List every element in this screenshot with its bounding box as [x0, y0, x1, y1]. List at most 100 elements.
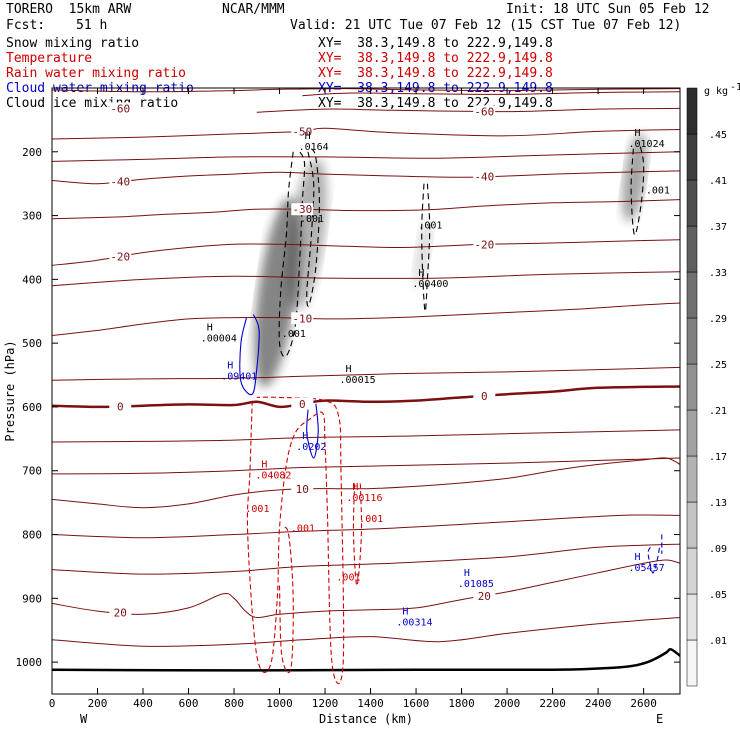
x-tick-label: 600: [179, 697, 199, 710]
colorbar-units: g kg: [704, 86, 728, 97]
temperature-contour: [52, 429, 680, 443]
y-tick-label: 200: [22, 146, 42, 159]
temperature-contour-label: 20: [478, 590, 491, 603]
snow-shading-blob: [621, 133, 648, 222]
contour-label-bg: [473, 105, 496, 118]
temperature-contour-labeled: [52, 88, 680, 93]
colorbar-label: .41: [709, 176, 727, 187]
y-tick-label: 700: [22, 465, 42, 478]
temperature-contour-labeled: [52, 385, 680, 409]
high-marker: H: [261, 460, 267, 471]
field-xy-range: XY= 38.3,149.8 to 222.9,149.8: [318, 36, 553, 51]
colorbar-bin: [686, 409, 698, 457]
contour-label-bg: [291, 397, 314, 410]
temperature-contour-label: -20: [474, 238, 494, 251]
y-tick-label: 500: [22, 337, 42, 350]
colorbar-bin: [686, 179, 698, 227]
y-tick-label: 900: [22, 592, 42, 605]
high-marker-value: .04082: [255, 471, 291, 482]
x-tick-label: 2000: [494, 697, 521, 710]
y-tick-label: 400: [22, 273, 42, 286]
y-tick-label: 1000: [16, 656, 43, 669]
x-tick-label: 200: [88, 697, 108, 710]
colorbar-bin: [686, 363, 698, 411]
colorbar-bin: [686, 271, 698, 319]
temperature-contour-labeled: [302, 91, 680, 97]
plot-frame: [51, 87, 681, 695]
contour-label-bg: [291, 125, 314, 138]
colorbar-bin: [686, 547, 698, 595]
colorbar-label: .37: [709, 222, 727, 233]
valid-time: Valid: 21 UTC Tue 07 Feb 12 (15 CST Tue …: [290, 18, 682, 33]
colorbar-label: .45: [709, 130, 727, 141]
high-marker: H: [418, 268, 424, 279]
temperature-contour-label: -20: [110, 250, 130, 263]
temperature-contour-labeled: [52, 457, 680, 509]
high-marker-value: .01085: [458, 579, 494, 590]
contour-label-bg: [473, 238, 496, 251]
high-marker-value: .00116: [346, 493, 382, 504]
high-marker-value: .0164: [299, 142, 329, 153]
temperature-contour-label: 0: [117, 400, 124, 413]
forecast-label: Fcst:: [6, 18, 46, 33]
field-xy-range: XY= 38.3,149.8 to 222.9,149.8: [318, 51, 553, 66]
field-name: Temperature: [6, 51, 93, 66]
x-tick-label: 0: [49, 697, 56, 710]
field-name: Rain water mixing ratio: [6, 66, 187, 81]
x-axis-title: Distance (km): [319, 712, 413, 726]
high-marker: H: [352, 482, 358, 493]
temperature-contour-label: -30: [292, 203, 312, 216]
high-marker-value: .01024: [628, 139, 664, 150]
high-marker-value: .0202: [296, 442, 326, 453]
colorbar-units-exponent: -1: [730, 82, 740, 93]
mixing-ratio-contour-label: .001: [291, 523, 315, 534]
terrain-surface-line: [52, 647, 680, 672]
snow-shading-blob: [413, 219, 432, 289]
mixing-ratio-contour-label: .001: [646, 185, 670, 196]
colorbar-bin: [686, 593, 698, 641]
x-tick-label: 800: [224, 697, 244, 710]
high-marker-value: .05457: [628, 563, 664, 574]
mixing-ratio-contour-label: .001: [359, 514, 383, 525]
east-label: E: [656, 712, 663, 726]
x-tick-label: 2200: [539, 697, 566, 710]
contour-label-bg: [109, 400, 132, 413]
colorbar-label: .05: [709, 590, 727, 601]
temperature-contour: [52, 151, 680, 162]
x-tick-label: 1200: [312, 697, 339, 710]
center-label: NCAR/MMM: [222, 2, 285, 17]
colorbar-label: .25: [709, 360, 727, 371]
mixing-ratio-contour-label: .001: [245, 504, 269, 515]
mixing-ratio-contour: [421, 183, 431, 312]
x-tick-label: 1000: [266, 697, 293, 710]
temperature-contour-label: -40: [474, 171, 494, 184]
mixing-ratio-contour-label: .001: [282, 329, 306, 340]
temperature-contour-label: -10: [292, 312, 312, 325]
model-title: TORERO 15km ARW: [6, 2, 132, 17]
temperature-contour-labeled: [52, 170, 680, 185]
y-tick-label: 300: [22, 210, 42, 223]
high-marker: H: [207, 322, 213, 333]
mixing-ratio-contour: [630, 142, 645, 236]
contour-label-bg: [291, 203, 314, 216]
temperature-contour: [52, 514, 680, 539]
x-tick-label: 2400: [585, 697, 612, 710]
high-marker-value: .00015: [340, 375, 376, 386]
colorbar-label: .09: [709, 544, 727, 555]
high-marker: H: [346, 364, 352, 375]
temperature-contour-labeled: [52, 559, 680, 619]
contour-label-bg: [473, 170, 496, 183]
mixing-ratio-contour: [352, 483, 363, 587]
colorbar-label: .01: [709, 636, 727, 647]
colorbar-bin: [686, 501, 698, 549]
colorbar-bin: [686, 225, 698, 273]
snow-shading-blob: [286, 158, 328, 311]
colorbar-label: .33: [709, 268, 727, 279]
colorbar-bin: [686, 317, 698, 365]
x-tick-label: 1600: [403, 697, 430, 710]
y-axis-title: Pressure (hPa): [3, 340, 17, 441]
high-marker: H: [402, 606, 408, 617]
temperature-contour-labeled: [52, 302, 680, 336]
mixing-ratio-contour: [306, 148, 320, 307]
